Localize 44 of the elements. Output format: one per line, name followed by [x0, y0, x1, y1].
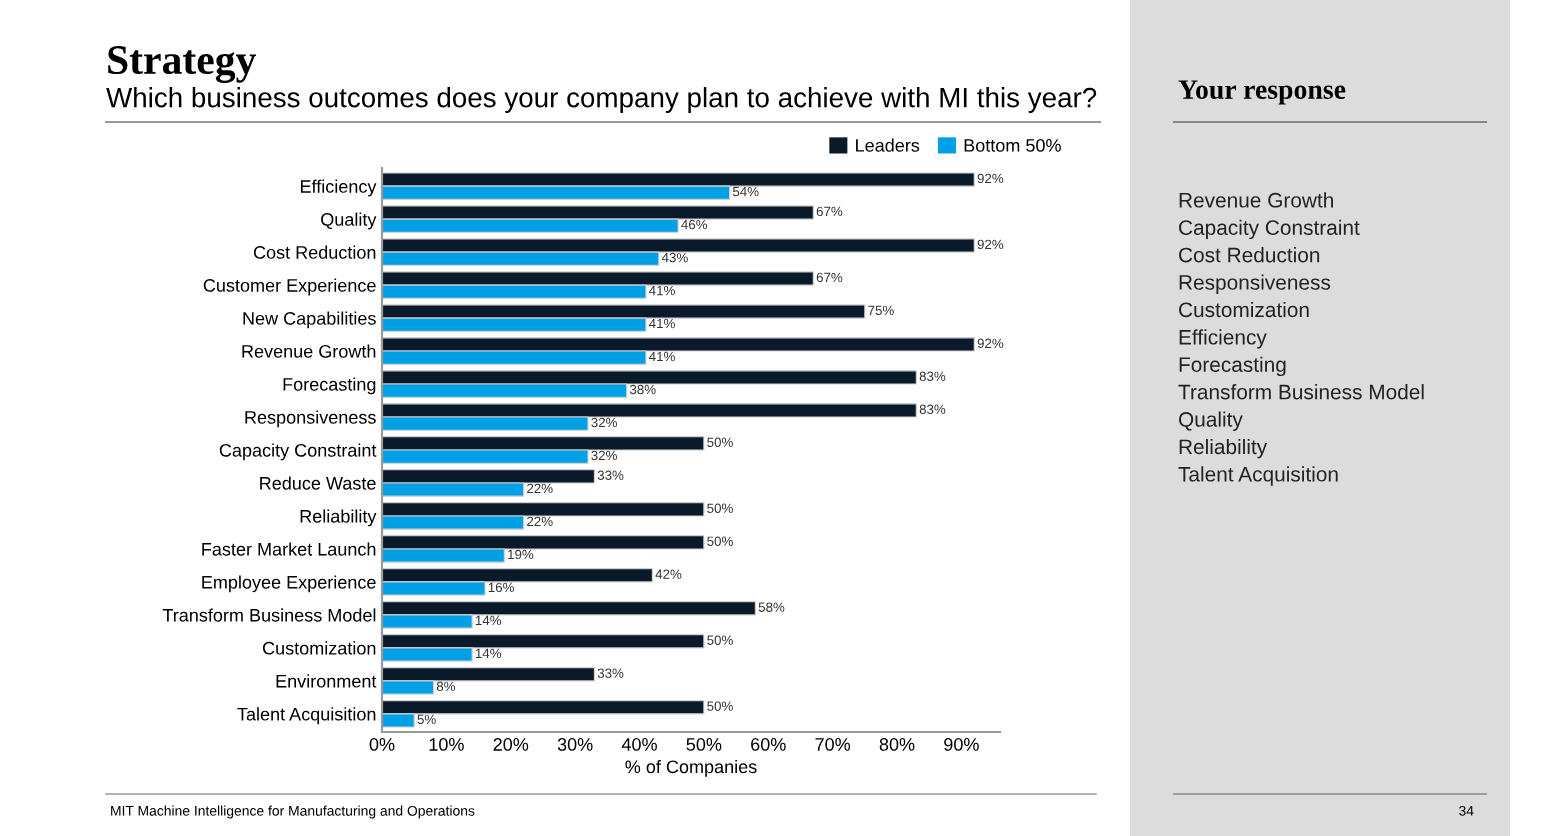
x-tick-label: 0% [369, 738, 395, 751]
y-tick-label: Capacity Constraint [219, 443, 377, 461]
y-tick-label: Revenue Growth [242, 344, 376, 358]
x-tick-label: 50% [686, 738, 722, 751]
y-tick-label: Faster Market Launch [202, 542, 376, 556]
y-tick-label: Customization [262, 641, 376, 655]
y-tick-label: Talent Acquisition [237, 707, 376, 725]
chart-title: Strategy [108, 46, 257, 83]
text: Revenue Growth [1179, 192, 1333, 208]
text: Capacity Constraint [1179, 219, 1360, 240]
x-tick-label: 20% [493, 738, 529, 751]
y-tick-label: New Capabilities [243, 311, 376, 329]
text: Talent Acquisition [1178, 466, 1338, 486]
x-tick-label: 90% [944, 738, 979, 751]
x-tick-label: 30% [557, 738, 593, 751]
x-tick-label: 80% [879, 738, 915, 751]
y-tick-label: Responsiveness [245, 410, 376, 428]
text: Transform Business Model [1178, 384, 1424, 400]
x-tick-label: 60% [751, 738, 786, 751]
y-tick-label: Employee Experience [202, 575, 376, 593]
y-tick-label: Reliability [300, 509, 377, 527]
y-tick-label: Forecasting [283, 377, 376, 395]
x-tick-label: 10% [429, 738, 464, 751]
x-axis-title: % of Companies [625, 759, 757, 777]
x-tick-label: 70% [815, 738, 851, 751]
text: Reliability [1179, 438, 1268, 459]
text: Quality [1178, 411, 1243, 431]
legend-label: Bottom 50% [964, 139, 1061, 152]
text: Efficiency [1179, 329, 1267, 349]
y-tick-label: Reduce Waste [260, 476, 376, 490]
chart-subtitle: Which business outcomes does your company plan to achieve with MI this year? [106, 87, 1097, 113]
x-tick-label: 40% [621, 738, 657, 751]
y-tick-label: Efficiency [300, 179, 377, 197]
y-tick-label: Transform Business Model [162, 608, 376, 622]
text: Cost Reduction [1179, 247, 1320, 263]
text: Your response [1178, 80, 1346, 105]
y-tick-label: Quality [321, 212, 377, 230]
y-tick-label: Environment [276, 674, 377, 688]
y-tick-label: Cost Reduction [253, 245, 376, 259]
text: Responsiveness [1179, 274, 1331, 294]
text: Forecasting [1179, 356, 1286, 377]
y-tick-label: Customer Experience [203, 278, 376, 296]
text: Customization [1179, 301, 1309, 318]
legend-label: Leaders [856, 138, 920, 152]
